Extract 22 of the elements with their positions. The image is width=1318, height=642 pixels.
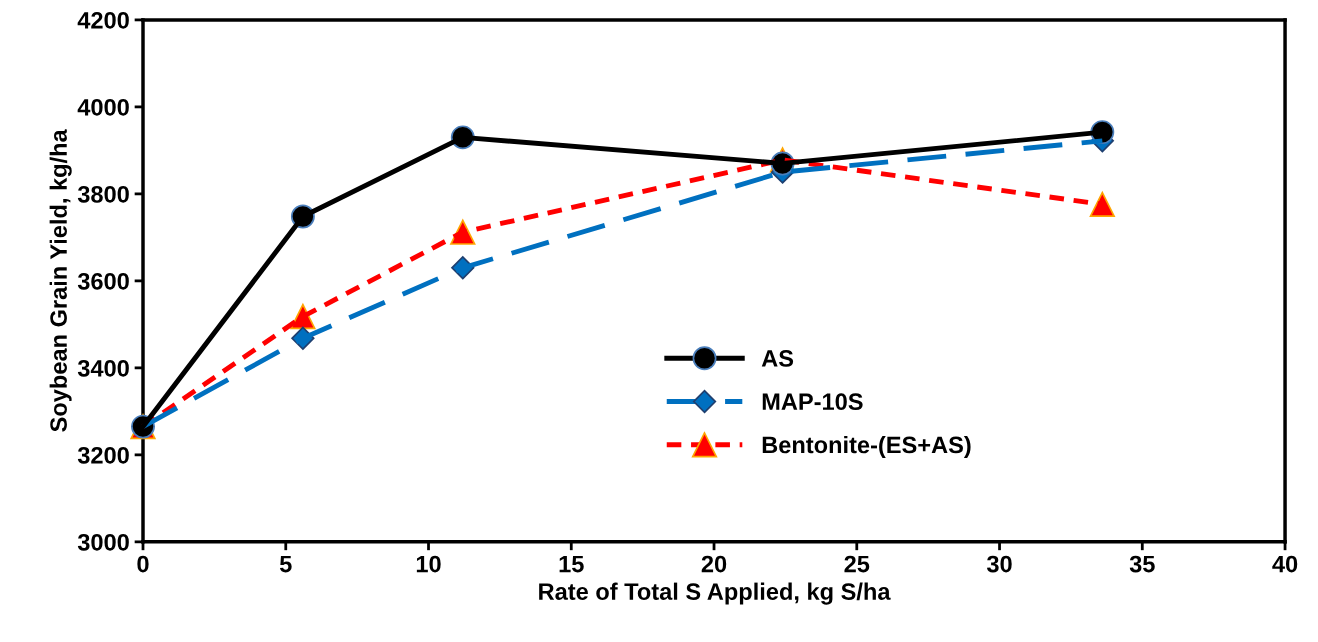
y-axis-title: Soybean Grain Yield, kg/ha bbox=[49, 129, 72, 432]
legend-label: Bentonite-(ES+AS) bbox=[762, 435, 971, 458]
x-tick-label: 0 bbox=[137, 555, 149, 573]
legend-label: MAP-10S bbox=[762, 393, 863, 411]
x-tick-label: 30 bbox=[986, 555, 1012, 573]
x-tick-label: 15 bbox=[559, 555, 584, 573]
legend-label: AS bbox=[761, 350, 794, 367]
x-tick-label: 5 bbox=[279, 555, 292, 573]
x-tick-label: 35 bbox=[1129, 555, 1155, 573]
y-tick-label: 4000 bbox=[77, 98, 129, 116]
x-tick-label: 25 bbox=[844, 555, 870, 573]
y-tick-label: 3200 bbox=[77, 446, 129, 464]
y-tick-label: 3600 bbox=[77, 272, 129, 290]
point bbox=[1089, 191, 1115, 217]
y-tick-label: 3800 bbox=[77, 185, 129, 203]
x-tick-label: 40 bbox=[1272, 555, 1298, 573]
x-tick-label: 10 bbox=[416, 555, 441, 573]
x-axis-title: Rate of Total S Applied, kg S/ha bbox=[539, 582, 891, 605]
y-tick-label: 4200 bbox=[77, 11, 129, 29]
y-tick-label: 3000 bbox=[77, 533, 129, 551]
y-tick-label: 3400 bbox=[77, 359, 129, 377]
x-tick-label: 20 bbox=[701, 555, 727, 573]
